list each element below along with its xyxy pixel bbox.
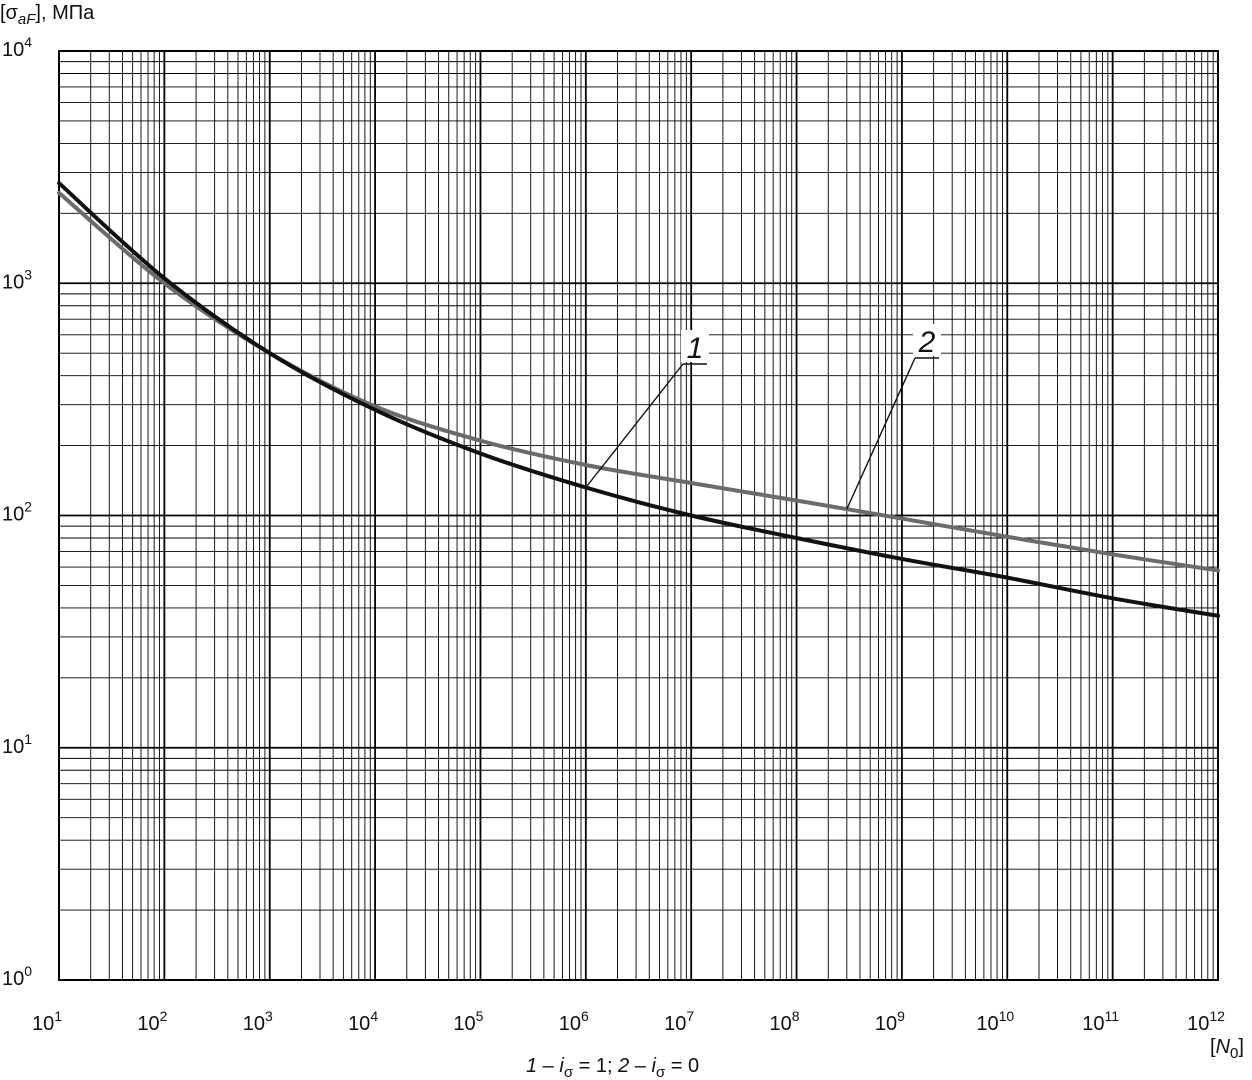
- x-tick-label: 101: [32, 1008, 62, 1035]
- x-tick-label: 109: [875, 1008, 905, 1035]
- plot-frame: [58, 50, 1219, 981]
- y-tick-labels: 100 101 102 103 104: [2, 34, 32, 990]
- x-tick-label: 105: [453, 1008, 483, 1035]
- y-tick-label: 101: [2, 731, 32, 758]
- x-axis-label: [N0]: [1210, 1036, 1244, 1062]
- x-tick-label: 104: [348, 1008, 378, 1035]
- y-tick-label: 103: [2, 266, 32, 293]
- x-tick-labels: 101 102 103 104 105 106 107 108 109 1010 1011 1012: [32, 1008, 1225, 1035]
- series-2-line: [57, 190, 1220, 573]
- x-tick-label: 102: [137, 1008, 167, 1035]
- callout-2-bg: [913, 324, 941, 356]
- callout-2-label: 2: [918, 326, 936, 359]
- series-1-line: [57, 181, 1220, 618]
- callout-1-label: 1: [687, 332, 704, 365]
- legend-caption: 1 – iσ = 1; 2 – iσ = 0: [526, 1055, 699, 1080]
- x-tick-label: 108: [770, 1008, 800, 1035]
- curves: [57, 181, 1220, 618]
- y-tick-label: 104: [2, 34, 32, 61]
- grid: [58, 50, 1219, 981]
- x-tick-label: 107: [664, 1008, 694, 1035]
- x-tick-label: 103: [243, 1008, 273, 1035]
- callout-1-leader: [585, 363, 684, 488]
- y-tick-label: 100: [2, 963, 32, 990]
- x-tick-label: 1012: [1187, 1008, 1225, 1035]
- x-tick-label: 1010: [976, 1008, 1014, 1035]
- x-tick-label: 1011: [1082, 1008, 1119, 1035]
- y-tick-label: 102: [2, 499, 32, 526]
- y-axis-label: [σaF], МПа: [0, 2, 95, 28]
- callout-1-bg: [681, 330, 709, 362]
- callout-2-leader: [846, 357, 916, 510]
- x-tick-label: 106: [559, 1008, 589, 1035]
